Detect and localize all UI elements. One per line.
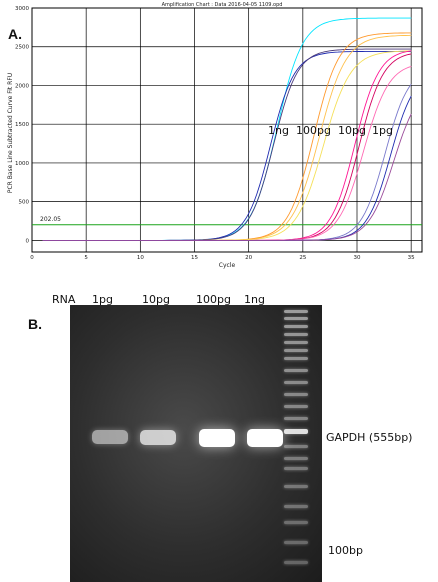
x-tick-label: 5 <box>84 255 88 261</box>
ladder-band <box>284 457 308 460</box>
y-tick-label: 2500 <box>15 45 29 51</box>
amplification-curve <box>42 113 412 241</box>
annotation-1ng: 1ng <box>268 124 289 137</box>
gel-band <box>247 429 283 447</box>
ladder-band <box>284 485 308 488</box>
x-tick-label: 10 <box>137 255 144 261</box>
lane-header-100pg: 100pg <box>196 293 231 306</box>
amplification-curves <box>42 17 412 241</box>
y-tick-label: 2000 <box>15 83 29 89</box>
ladder-band <box>284 349 308 352</box>
threshold-value-label: 202.05 <box>40 216 61 223</box>
ladder-band <box>284 341 308 344</box>
y-tick-label: 3000 <box>15 6 29 12</box>
x-tick-label: 25 <box>299 255 306 261</box>
ladder-band <box>284 310 308 313</box>
x-tick-label: 15 <box>191 255 198 261</box>
chart-header: Amplification Chart : Data 2016-04-05 11… <box>162 2 283 8</box>
lane-header-1ng: 1ng <box>244 293 265 306</box>
ladder-band <box>284 505 308 508</box>
lane-header-10pg: 10pg <box>142 293 170 306</box>
annotation-1pg: 1pg <box>372 124 393 137</box>
x-tick-label: 30 <box>354 255 361 261</box>
ladder-band <box>284 381 308 384</box>
ladder-band <box>284 429 308 434</box>
ladder-band <box>284 541 308 544</box>
y-axis-label: PCR Base Line Subtracted Curve Fit RFU <box>7 73 14 193</box>
y-tick-label: 1000 <box>15 161 29 167</box>
ladder-band <box>284 333 308 336</box>
ladder-band <box>284 405 308 408</box>
gel-band <box>140 429 176 446</box>
annotation-10pg: 10pg <box>338 124 366 137</box>
x-tick-label: 35 <box>408 255 415 261</box>
ladder-band <box>284 393 308 396</box>
panel-b-label: B. <box>28 316 42 332</box>
amplification-chart: Amplification Chart : Data 2016-04-05 11… <box>7 2 423 269</box>
panel-a-label: A. <box>8 26 22 42</box>
annotation-100pg: 100pg <box>296 124 331 137</box>
x-axis-label: Cycle <box>219 262 236 269</box>
ladder-label-100bp: 100bp <box>328 544 363 557</box>
ladder-band <box>284 445 308 448</box>
ladder-band <box>284 467 308 470</box>
ladder-band <box>284 357 308 360</box>
y-tick-label: 500 <box>19 200 30 206</box>
ladder-band <box>284 521 308 524</box>
gel-band <box>199 429 235 447</box>
x-tick-label: 0 <box>30 255 34 261</box>
ladder-band <box>284 417 308 420</box>
x-tick-label: 20 <box>245 255 252 261</box>
band-label-gapdh: GAPDH (555bp) <box>326 431 413 444</box>
axis-ticks: 0 5 10 15 20 25 30 35 0 500 1000 1500 2000 2500 3000 <box>15 6 415 261</box>
y-tick-label: 0 <box>26 238 30 244</box>
ladder-band <box>284 369 308 372</box>
ladder-band <box>284 317 308 320</box>
lane-header-rna: RNA <box>52 293 76 306</box>
y-tick-label: 1500 <box>15 122 29 128</box>
gel-image <box>70 305 322 582</box>
ladder-band <box>284 561 308 564</box>
gel-band <box>92 430 128 445</box>
lane-header-1pg: 1pg <box>92 293 113 306</box>
ladder-band <box>284 325 308 328</box>
